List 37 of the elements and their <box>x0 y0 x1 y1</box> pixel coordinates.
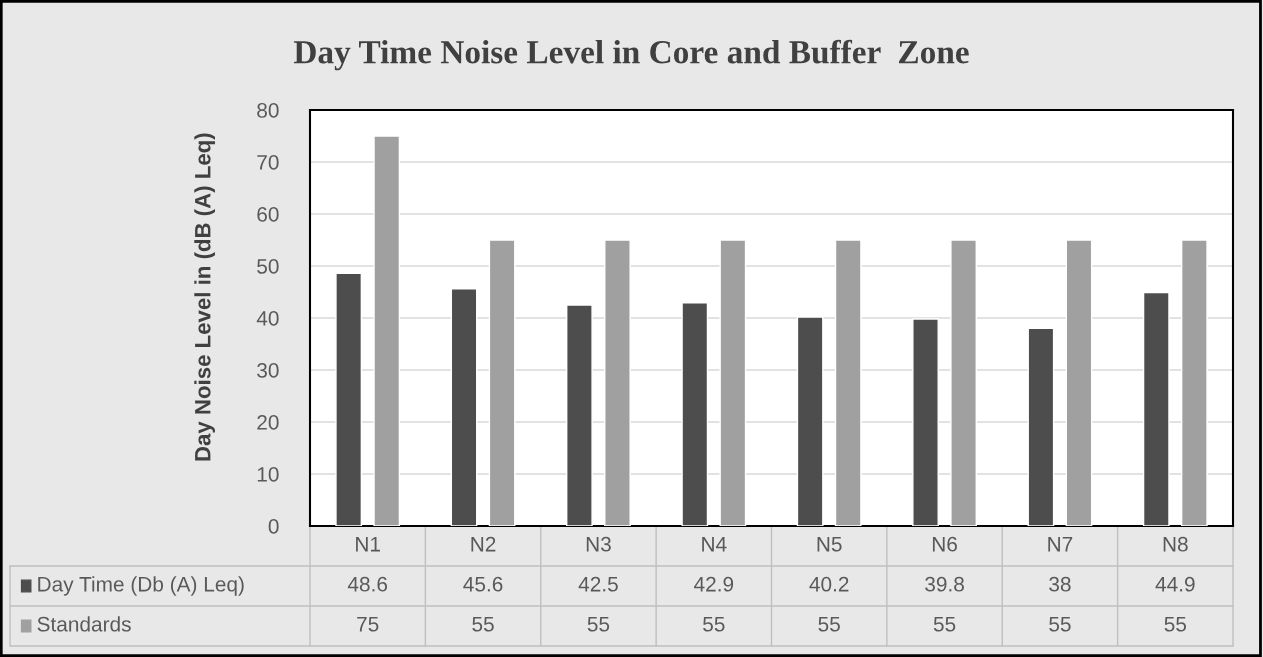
data-label: 55 <box>703 617 725 632</box>
x-tick-label: N7 <box>1048 537 1073 552</box>
x-tick-label: N6 <box>932 536 957 552</box>
y-tick-label: 50 <box>257 259 279 274</box>
data-label: 75 <box>357 617 379 632</box>
x-tick-label: N1 <box>356 537 380 552</box>
data-label: 45.6 <box>463 576 503 592</box>
x-tick-label: N5 <box>817 537 842 552</box>
data-label: 42.9 <box>694 576 734 592</box>
data-label: 39.8 <box>925 576 964 592</box>
y-tick-label: 70 <box>257 155 279 170</box>
data-label: 48.6 <box>347 576 388 592</box>
y-tick-label: 30 <box>257 363 279 378</box>
y-axis-title: Day Noise Level in (dB (A) Leq) <box>194 133 215 461</box>
data-label: 40.2 <box>809 576 849 592</box>
y-tick-label: 10 <box>257 467 279 482</box>
y-tick-label: 20 <box>257 415 279 430</box>
data-label: 38 <box>1049 576 1071 592</box>
data-label: 55 <box>818 617 840 632</box>
data-label: 55 <box>933 617 956 632</box>
x-tick-label: N2 <box>471 536 496 552</box>
y-tick-label: 40 <box>256 311 279 326</box>
data-label: 55 <box>1164 617 1187 632</box>
data-label: 44.9 <box>1155 576 1195 592</box>
legend-label: Day Time (Db (A) Leq) <box>38 576 244 596</box>
y-tick-label: 60 <box>257 207 279 222</box>
data-label: 55 <box>1049 617 1071 632</box>
data-label: 42.5 <box>578 576 618 592</box>
x-tick-label: N4 <box>702 537 727 552</box>
chart-title: Day Time Noise Level in Core and Buffer Zone <box>293 39 969 71</box>
legend-label: Standards <box>37 616 131 632</box>
y-tick-label: 80 <box>257 103 279 118</box>
x-tick-label: N3 <box>586 536 611 552</box>
data-label: 55 <box>587 617 610 632</box>
y-tick-label: 0 <box>268 519 279 534</box>
x-tick-label: N8 <box>1163 536 1188 552</box>
data-label: 55 <box>472 617 494 632</box>
